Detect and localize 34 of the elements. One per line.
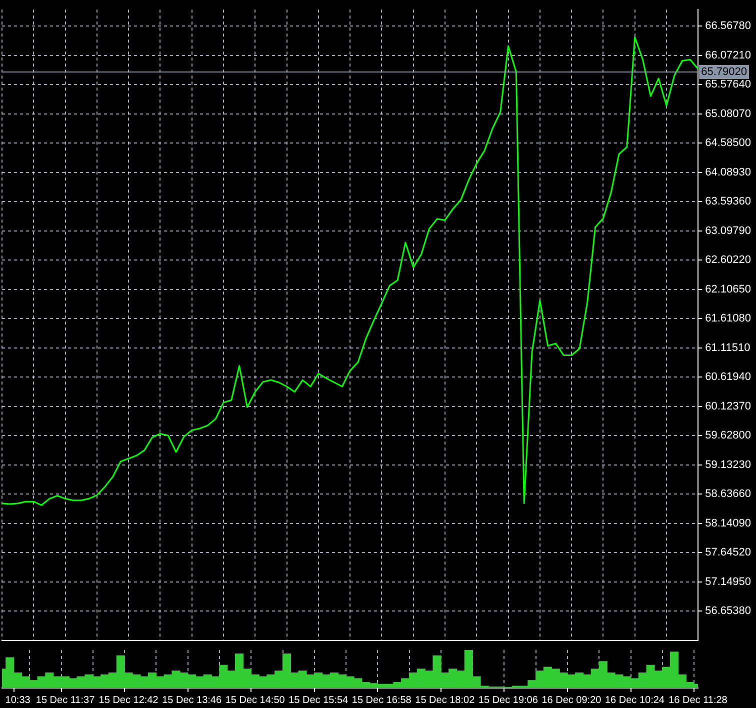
y-tick-label: 58.63660 [705,488,752,500]
x-tick-label: 16 Dec 10:24 [604,694,665,706]
x-tick-label: 15 Dec 16:58 [352,694,412,706]
x-tick-label: 15 Dec 14:50 [225,694,286,706]
y-tick-label: 63.59360 [705,196,752,208]
y-tick-label: 61.11510 [705,342,750,354]
x-tick-label: 16 Dec 09:20 [542,694,602,706]
y-tick-label: 61.61080 [705,312,752,325]
y-tick-label: 64.58500 [705,137,752,150]
x-tick-label: 10:33 [5,694,31,706]
y-tick-label: 64.08930 [705,166,752,178]
x-tick-label: 15 Dec 15:54 [288,694,349,706]
y-tick-label: 58.14090 [705,517,752,530]
x-tick-label: 16 Dec 11:28 [668,694,728,706]
y-tick-label: 66.07210 [705,49,752,62]
y-tick-label: 57.14950 [705,576,752,588]
y-tick-label: 59.62800 [705,430,752,442]
y-tick-label: 62.10650 [705,283,752,296]
x-tick-label: 15 Dec 11:37 [36,694,96,706]
y-tick-label: 65.08070 [705,108,752,120]
y-tick-label: 63.09790 [705,224,752,237]
y-tick-label: 59.13230 [705,458,752,471]
y-tick-label: 65.57640 [705,78,752,91]
ref-line-label: 65.79020 [701,66,748,78]
x-tick-label: 15 Dec 19:06 [478,694,538,706]
y-tick-label: 60.12370 [705,400,752,412]
x-tick-label: 15 Dec 13:46 [162,694,222,706]
x-tick-label: 15 Dec 12:42 [98,694,159,706]
y-tick-label: 57.64520 [705,546,752,559]
y-tick-label: 62.60220 [705,254,752,266]
y-tick-label: 56.65380 [705,605,752,618]
y-tick-label: 60.61940 [705,371,752,384]
y-tick-label: 66.56780 [705,20,752,32]
x-tick-label: 15 Dec 18:02 [415,694,476,706]
